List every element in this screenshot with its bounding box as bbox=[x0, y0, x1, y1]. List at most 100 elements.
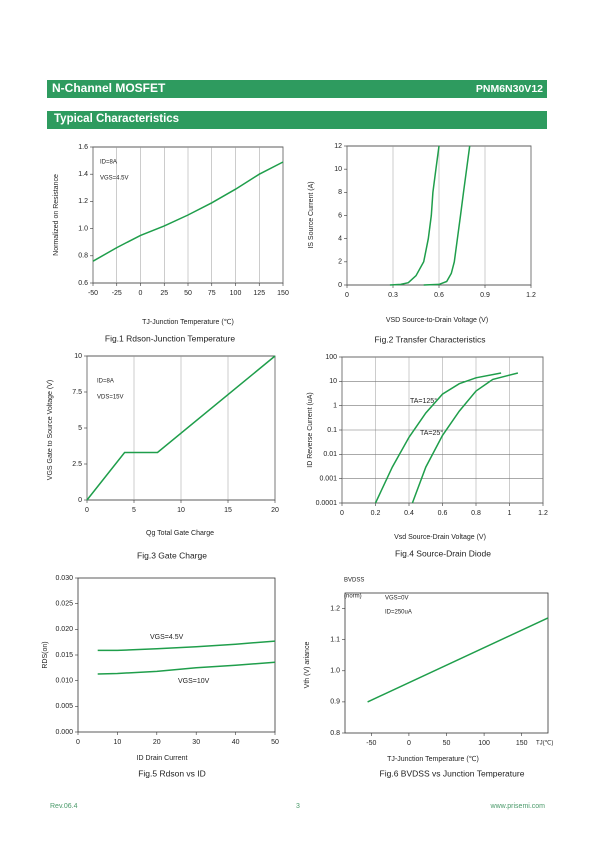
annotation: BVDSS bbox=[344, 578, 364, 584]
section-title: Typical Characteristics bbox=[54, 113, 179, 125]
y-tick-label: 0.000 bbox=[55, 729, 73, 736]
y-tick-label: 0.005 bbox=[55, 703, 73, 710]
x-tick-label: 50 bbox=[271, 739, 279, 746]
y-tick-label: 10 bbox=[74, 353, 82, 360]
header-bar bbox=[47, 80, 547, 98]
x-tick-label: 0 bbox=[407, 740, 411, 747]
y-tick-label: 0.025 bbox=[55, 601, 73, 608]
series-line bbox=[411, 372, 519, 504]
x-tick-label: 25 bbox=[160, 290, 168, 297]
x-axis-label: ID Drain Current bbox=[137, 755, 188, 762]
y-tick-label: 1.2 bbox=[330, 605, 340, 612]
x-axis-label: VSD Source-to-Drain Voltage (V) bbox=[386, 317, 488, 324]
annotation: ID=8A bbox=[100, 160, 117, 166]
x-tick-label: 50 bbox=[443, 740, 451, 747]
x-tick-label: 40 bbox=[232, 739, 240, 746]
x-tick-label: 0.9 bbox=[480, 292, 490, 299]
series-line bbox=[86, 355, 276, 501]
x-axis-label: TJ-Junction Temperature (℃) bbox=[142, 319, 234, 326]
y-tick-label: 0.8 bbox=[330, 730, 340, 737]
series-line bbox=[367, 617, 549, 703]
figure-caption: Fig.3 Gate Charge bbox=[137, 550, 207, 560]
annotation: (norm) bbox=[344, 594, 362, 600]
x-tick-label: 100 bbox=[478, 740, 490, 747]
x-tick-label: -50 bbox=[88, 290, 98, 297]
header-title: N-Channel MOSFET bbox=[52, 81, 166, 95]
figure-caption: Fig.6 BVDSS vs Junction Temperature bbox=[380, 768, 525, 778]
part-number: PNM6N30V12 bbox=[476, 83, 543, 95]
x-tick-label: 0.2 bbox=[371, 510, 381, 517]
figure-caption: Fig.2 Transfer Characteristics bbox=[374, 334, 485, 344]
x-tick-label: 10 bbox=[177, 507, 185, 514]
x-axis-label: TJ-Junction Temperature (℃) bbox=[387, 756, 479, 763]
x-tick-label: 125 bbox=[253, 290, 265, 297]
footer-rev: Rev.06.4 bbox=[50, 803, 78, 810]
x-tick-label: 30 bbox=[192, 739, 200, 746]
x-tick-label: 0 bbox=[85, 507, 89, 514]
y-tick-label: 8 bbox=[338, 189, 342, 196]
series-label: VGS=4.5V bbox=[150, 634, 184, 641]
figure-caption: Fig.5 Rdson vs ID bbox=[138, 768, 206, 778]
x-tick-label: 0 bbox=[340, 510, 344, 517]
y-tick-label: 1.4 bbox=[78, 171, 88, 178]
y-tick-label: 1.1 bbox=[330, 637, 340, 644]
y-axis-label: IS Source Current (A) bbox=[308, 181, 315, 248]
figure-caption: Fig.4 Source-Drain Diode bbox=[395, 548, 491, 558]
y-tick-label: 1 bbox=[333, 403, 337, 410]
y-axis-label: ID Reverse Current (uA) bbox=[307, 392, 314, 467]
y-tick-label: 1.2 bbox=[78, 198, 88, 205]
x-tick-label: 0.8 bbox=[471, 510, 481, 517]
annotation: VGS=0V bbox=[385, 596, 409, 602]
y-tick-label: 1.0 bbox=[330, 668, 340, 675]
annotation: TJ(℃) bbox=[536, 740, 553, 747]
x-tick-label: -50 bbox=[366, 740, 376, 747]
y-tick-label: 0.0001 bbox=[316, 500, 338, 507]
x-tick-label: 150 bbox=[516, 740, 528, 747]
y-tick-label: 0 bbox=[338, 282, 342, 289]
x-tick-label: 100 bbox=[230, 290, 242, 297]
x-tick-label: 1.2 bbox=[538, 510, 548, 517]
y-tick-label: 5 bbox=[78, 425, 82, 432]
series-line bbox=[389, 145, 440, 286]
x-tick-label: 0 bbox=[139, 290, 143, 297]
y-tick-label: 6 bbox=[338, 212, 342, 219]
x-tick-label: 10 bbox=[114, 739, 122, 746]
x-tick-label: 5 bbox=[132, 507, 136, 514]
plot-frame bbox=[344, 592, 549, 734]
section-bar bbox=[47, 111, 547, 129]
y-tick-label: 100 bbox=[325, 354, 337, 361]
series-label: VGS=10V bbox=[178, 678, 210, 685]
figure-caption: Fig.1 Rdson-Junction Temperature bbox=[105, 333, 236, 343]
series-line bbox=[374, 372, 502, 504]
y-tick-label: 2 bbox=[338, 259, 342, 266]
y-tick-label: 1.0 bbox=[78, 225, 88, 232]
y-axis-label: RDS(on) bbox=[42, 641, 49, 668]
series-label: TA=125° bbox=[410, 397, 437, 405]
x-tick-label: 1 bbox=[508, 510, 512, 517]
x-axis-label: Qg Total Gate Charge bbox=[146, 530, 214, 537]
y-axis-label: VGS Gate to Source Voltage (V) bbox=[47, 380, 54, 480]
y-tick-label: 4 bbox=[338, 236, 342, 243]
x-tick-label: 0.6 bbox=[438, 510, 448, 517]
series-line bbox=[97, 640, 276, 652]
x-tick-label: 150 bbox=[277, 290, 289, 297]
y-axis-label: Vth (V) ariance bbox=[304, 642, 311, 689]
y-tick-label: 1.6 bbox=[78, 144, 88, 151]
y-tick-label: 0.015 bbox=[55, 652, 73, 659]
x-tick-label: 20 bbox=[153, 739, 161, 746]
y-tick-label: 0.001 bbox=[319, 476, 337, 483]
y-tick-label: 0.9 bbox=[330, 699, 340, 706]
series-line bbox=[97, 661, 276, 675]
plot-frame bbox=[77, 577, 276, 733]
footer-url: www.prisemi.com bbox=[490, 803, 546, 810]
y-tick-label: 0 bbox=[78, 497, 82, 504]
y-tick-label: 12 bbox=[334, 143, 342, 150]
x-tick-label: 50 bbox=[184, 290, 192, 297]
x-axis-label: Vsd Source-Drain Voltage (V) bbox=[394, 534, 486, 541]
series-label: TA=25° bbox=[420, 429, 443, 437]
annotation: ID=8A bbox=[97, 379, 114, 385]
series-line bbox=[423, 145, 471, 286]
x-tick-label: 15 bbox=[224, 507, 232, 514]
annotation: VGS=4.5V bbox=[100, 176, 129, 182]
